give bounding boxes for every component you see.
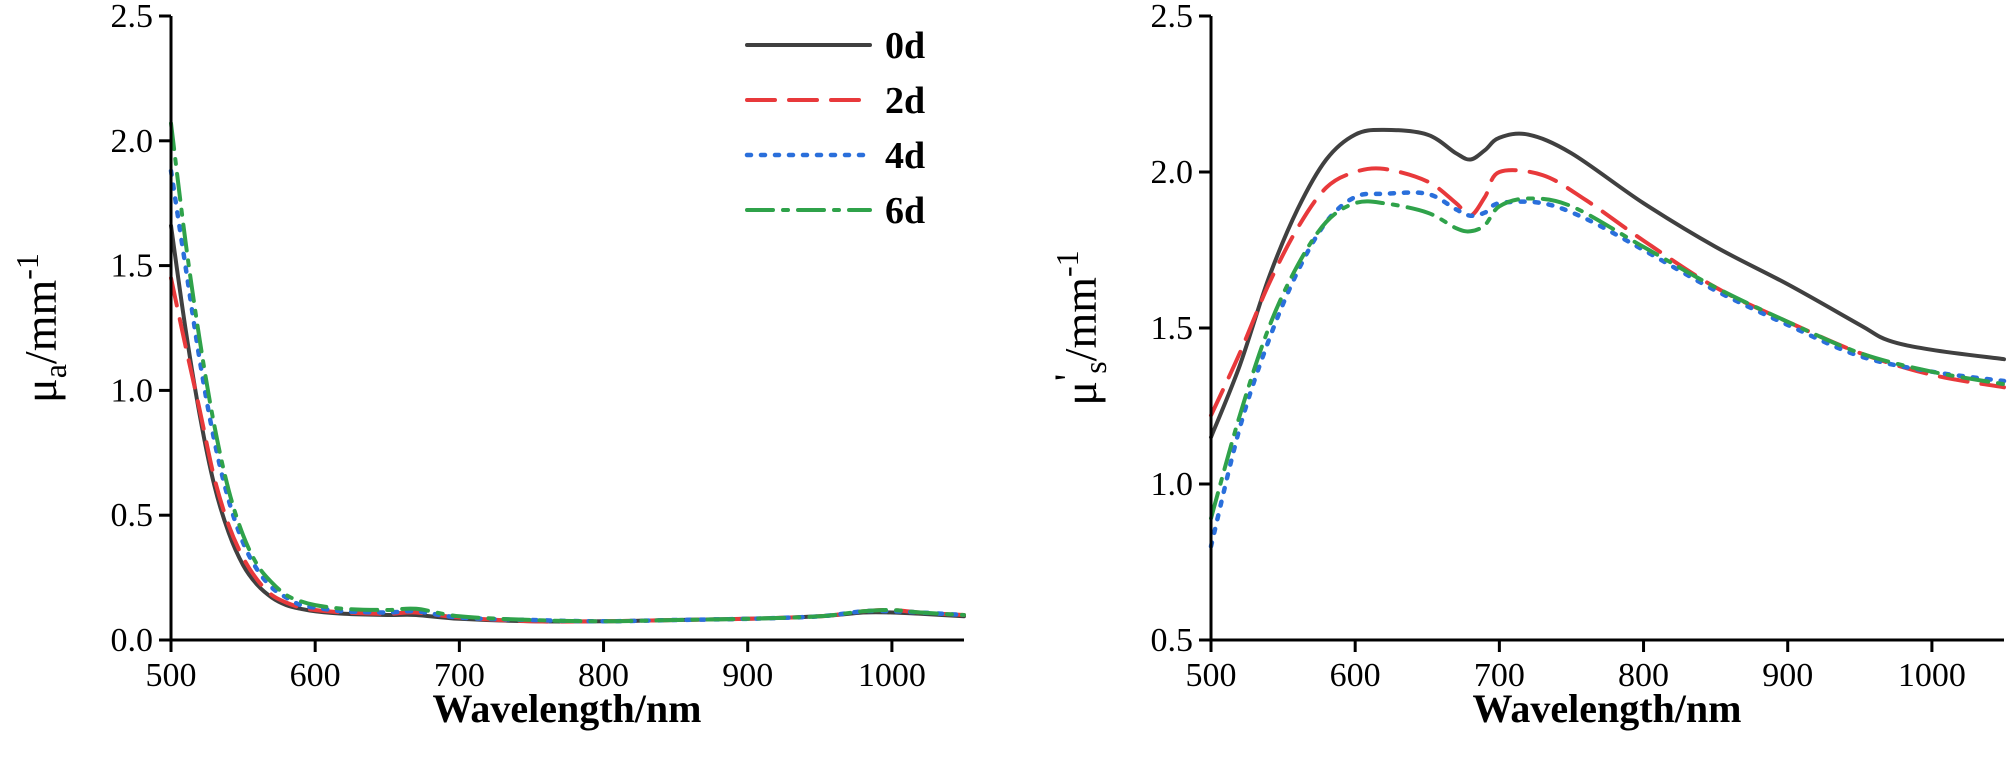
series-layer-left — [168, 121, 967, 624]
right-y-tick-label: 1.5 — [1151, 310, 1194, 347]
legend-label-6d: 6d — [885, 190, 925, 232]
right-x-tick-label: 1000 — [1898, 657, 1966, 694]
right-x-tick-label: 600 — [1330, 657, 1381, 694]
left-x-axis-title: Wavelength/nm — [433, 686, 702, 731]
right-y-ticks: 0.5 1.0 1.5 2.0 2.5 — [1151, 0, 1211, 659]
left-y-tick-label: 2.0 — [111, 123, 154, 160]
legend-label-0d: 0d — [885, 25, 925, 67]
series-layer-right — [1208, 127, 2007, 549]
right-series-0d — [1209, 127, 2006, 440]
right-x-tick-label: 700 — [1474, 657, 1525, 694]
legend-label-2d: 2d — [885, 80, 925, 122]
right-y-title-mu: μ — [1055, 381, 1106, 406]
left-y-title-unit: /mm — [15, 280, 66, 365]
left-y-tick-label: 0.5 — [111, 497, 154, 534]
right-x-axis-title: Wavelength/nm — [1473, 686, 1742, 731]
right-series-2d — [1209, 166, 2006, 418]
right-x-tick-label: 800 — [1618, 657, 1669, 694]
left-x-tick-label: 500 — [146, 657, 197, 694]
left-y-title-sub: a — [37, 364, 73, 378]
right-y-title-sub: s — [1077, 361, 1113, 373]
right-y-tick-label: 0.5 — [1151, 622, 1194, 659]
left-y-title-mu: μ — [15, 378, 66, 403]
chart-scattering: 0.5 1.0 1.5 2.0 2.5 500 600 700 800 900 1000 Wave… — [1046, 0, 2007, 731]
right-x-ticks: 500 600 700 800 900 1000 — [1186, 640, 1966, 694]
left-x-tick-label: 800 — [578, 657, 629, 694]
chart-absorption: 0.0 0.5 1.0 1.5 2.0 2.5 500 600 700 800 900 1000 W… — [9, 0, 967, 731]
right-y-title-unit: /mm — [1055, 277, 1106, 362]
right-y-tick-label: 1.0 — [1151, 466, 1194, 503]
left-y-tick-label: 0.0 — [111, 622, 154, 659]
right-y-tick-label: 2.0 — [1151, 154, 1194, 191]
right-y-axis-title: μ's/mm-1 — [1046, 250, 1113, 405]
right-series-4d — [1208, 190, 2007, 549]
right-x-tick-label: 900 — [1762, 657, 1813, 694]
left-y-tick-label: 2.5 — [111, 0, 154, 35]
left-x-tick-label: 700 — [434, 657, 485, 694]
left-series-4d — [168, 168, 967, 624]
right-y-title-prime: ' — [1046, 374, 1091, 381]
left-series-6d — [169, 121, 966, 624]
left-y-tick-label: 1.5 — [111, 248, 154, 285]
left-series-0d — [169, 223, 966, 624]
right-y-title-sup: -1 — [1049, 250, 1085, 277]
legend-label-4d: 4d — [885, 135, 925, 177]
right-y-tick-label: 2.5 — [1151, 0, 1194, 35]
left-y-tick-label: 1.0 — [111, 372, 154, 409]
left-x-tick-label: 1000 — [858, 657, 926, 694]
legend: 0d 2d 4d 6d — [744, 25, 925, 232]
left-y-axis-title: μa/mm-1 — [9, 253, 73, 403]
left-y-title-sup: -1 — [9, 253, 45, 280]
left-y-ticks: 0.0 0.5 1.0 1.5 2.0 2.5 — [111, 0, 171, 659]
left-x-tick-label: 600 — [290, 657, 341, 694]
right-x-tick-label: 500 — [1186, 657, 1237, 694]
right-series-6d — [1209, 196, 2006, 521]
left-x-ticks: 500 600 700 800 900 1000 — [146, 640, 926, 694]
left-x-tick-label: 900 — [722, 657, 773, 694]
left-series-2d — [169, 276, 966, 624]
